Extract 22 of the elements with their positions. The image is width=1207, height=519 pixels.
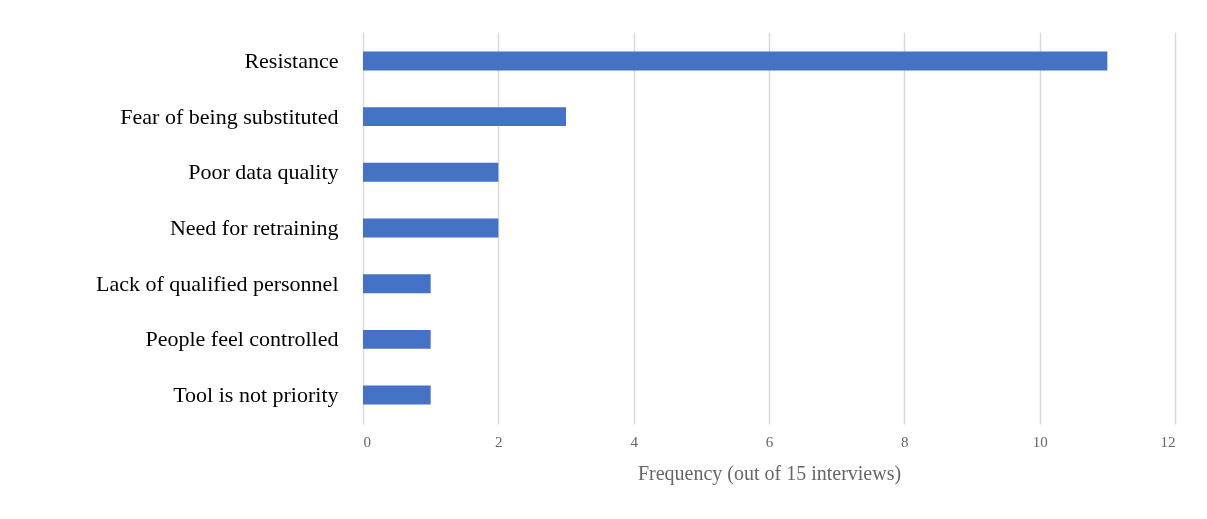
x-tick-label: 2 xyxy=(495,433,503,450)
bar xyxy=(363,274,431,294)
y-tick-label: Resistance xyxy=(244,47,339,73)
x-tick-label: 4 xyxy=(630,433,639,450)
y-tick-label: People feel controlled xyxy=(145,326,339,352)
bar xyxy=(363,51,1108,71)
bar xyxy=(363,385,431,405)
y-tick-label: Poor data quality xyxy=(188,159,339,185)
y-tick-label: Need for retraining xyxy=(169,215,339,240)
x-tick-label: 0 xyxy=(363,433,371,450)
x-tick-label: 6 xyxy=(765,433,774,450)
y-tick-label: Tool is not priority xyxy=(173,382,339,408)
x-tick-label: 8 xyxy=(901,433,909,450)
bar xyxy=(363,329,431,349)
bar xyxy=(363,162,499,182)
y-tick-label: Lack of qualified personnel xyxy=(95,270,339,296)
y-tick-label: Fear of being substituted xyxy=(120,103,339,129)
bar xyxy=(363,218,499,238)
bar xyxy=(363,107,566,127)
x-axis-title: Frequency (out of 15 interviews) xyxy=(637,461,902,485)
x-tick-label: 12 xyxy=(1160,433,1176,450)
x-tick-label: 10 xyxy=(1032,433,1048,450)
